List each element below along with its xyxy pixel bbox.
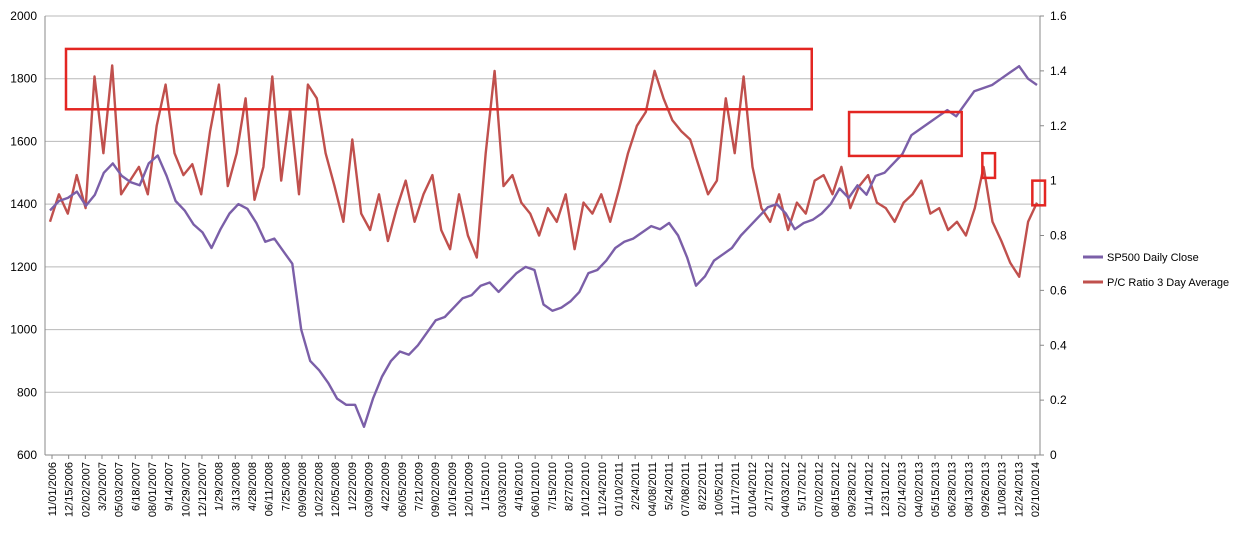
highlight-box: [1031, 179, 1047, 207]
x-tick-label: 2/17/2012: [763, 462, 775, 511]
x-tick-label: 12/01/2009: [464, 462, 476, 517]
left-tick-label: 1800: [10, 72, 37, 86]
x-tick-label: 02/14/2013: [897, 462, 909, 517]
x-tick-label: 10/05/2011: [713, 462, 725, 516]
highlight-box: [847, 110, 963, 158]
right-tick-label: 0.2: [1050, 393, 1067, 407]
x-tick-label: 06/11/2008: [264, 462, 276, 516]
right-tick-label: 1.2: [1050, 119, 1067, 133]
x-tick-label: 3/20/2007: [97, 462, 109, 511]
x-axis: 11/01/2006 12/15/2006 02/02/2007 3/20/2007 0…: [47, 455, 1042, 517]
x-tick-label: 8/22/2011: [697, 462, 709, 510]
x-tick-label: 1/29/2008: [214, 462, 226, 511]
x-tick-label: 12/31/2012: [880, 462, 892, 517]
x-tick-label: 4/22/2009: [380, 462, 392, 511]
left-tick-label: 1400: [10, 197, 37, 211]
x-tick-label: 08/15/2012: [830, 462, 842, 517]
right-tick-label: 0.6: [1050, 283, 1067, 297]
x-tick-label: 06/05/2009: [397, 462, 409, 517]
left-tick-label: 800: [17, 385, 37, 399]
highlight-box: [64, 47, 813, 111]
highlight-box: [981, 151, 997, 180]
x-tick-label: 5/17/2012: [797, 462, 809, 511]
x-tick-label: 08/13/2013: [963, 462, 975, 517]
left-tick-label: 1200: [10, 260, 37, 274]
x-tick-label: 4/28/2008: [247, 462, 259, 511]
legend-label: P/C Ratio 3 Day Average: [1107, 277, 1229, 289]
x-tick-label: 3/13/2008: [230, 462, 242, 511]
x-tick-label: 02/02/2007: [80, 462, 92, 517]
legend-label: SP500 Daily Close: [1107, 252, 1199, 264]
x-tick-label: 07/02/2012: [813, 462, 825, 517]
series-line-sp500: [49, 64, 1038, 428]
series-line-pc-ratio: [48, 64, 1039, 278]
x-tick-label: 10/16/2009: [447, 462, 459, 517]
left-tick-label: 2000: [10, 9, 37, 23]
x-tick-label: 01/04/2012: [747, 462, 759, 517]
x-tick-label: 11/01/2006: [47, 462, 59, 516]
x-tick-label: 04/08/2011: [647, 462, 659, 516]
x-tick-label: 09/09/2008: [297, 462, 309, 517]
x-tick-label: 02/10/2014: [1030, 462, 1042, 517]
x-tick-label: 09/28/2012: [847, 462, 859, 517]
x-tick-label: 03/09/2009: [364, 462, 376, 517]
x-tick-label: 04/03/2012: [780, 462, 792, 517]
x-tick-label: 9/14/2007: [164, 462, 176, 511]
x-tick-label: 07/08/2011: [680, 462, 692, 516]
x-tick-label: 7/15/2010: [547, 462, 559, 511]
right-tick-label: 0.8: [1050, 229, 1067, 243]
x-tick-label: 4/16/2010: [514, 462, 526, 511]
x-tick-label: 03/03/2010: [497, 462, 509, 517]
x-tick-label: 12/24/2013: [1013, 462, 1025, 517]
x-tick-label: 10/12/2010: [580, 462, 592, 517]
x-tick-label: 11/17/2011: [730, 462, 742, 515]
x-tick-label: 5/24/2011: [663, 462, 675, 510]
right-tick-label: 0.4: [1050, 338, 1067, 352]
x-tick-label: 12/05/2008: [330, 462, 342, 517]
right-tick-label: 1.6: [1050, 9, 1067, 23]
x-tick-label: 8/27/2010: [563, 462, 575, 511]
x-tick-label: 08/01/2007: [147, 462, 159, 517]
x-tick-label: 11/14/2012: [863, 462, 875, 516]
right-tick-label: 0: [1050, 448, 1057, 462]
left-tick-label: 600: [17, 448, 37, 462]
x-tick-label: 06/01/2010: [530, 462, 542, 517]
x-tick-label: 7/21/2009: [414, 462, 426, 511]
x-tick-label: 09/02/2009: [430, 462, 442, 517]
x-tick-label: 10/22/2008: [314, 462, 326, 517]
x-tick-label: 11/24/2010: [597, 462, 609, 516]
x-tick-label: 05/03/2007: [114, 462, 126, 517]
left-tick-label: 1600: [10, 134, 37, 148]
x-tick-label: 01/10/2011: [613, 462, 625, 516]
x-tick-label: 10/29/2007: [180, 462, 192, 517]
x-tick-label: 6/18/2007: [130, 462, 142, 511]
right-tick-label: 1: [1050, 174, 1057, 188]
x-tick-label: 12/12/2007: [197, 462, 209, 517]
x-tick-label: 06/28/2013: [947, 462, 959, 517]
series-layer: [48, 64, 1039, 428]
right-y-axis: 0 0.2 0.4 0.6 0.8 1 1.2 1.4 1.6: [1040, 9, 1067, 462]
x-tick-label: 09/26/2013: [980, 462, 992, 517]
x-tick-label: 05/15/2013: [930, 462, 942, 517]
left-y-axis: 600 800 1000 1200 1400 1600 1800 2000: [10, 9, 37, 462]
left-tick-label: 1000: [10, 323, 37, 337]
x-tick-label: 2/24/2011: [630, 462, 642, 510]
highlight-boxes: [64, 47, 1047, 207]
gridlines: [44, 15, 1041, 456]
x-tick-label: 11/08/2013: [997, 462, 1009, 516]
legend: SP500 Daily Close P/C Ratio 3 Day Average: [1083, 252, 1229, 289]
x-tick-label: 12/15/2006: [64, 462, 76, 517]
x-tick-label: 1/22/2009: [347, 462, 359, 511]
right-tick-label: 1.4: [1050, 64, 1067, 78]
x-tick-label: 1/15/2010: [480, 462, 492, 511]
x-tick-label: 04/02/2013: [913, 462, 925, 517]
x-tick-label: 7/25/2008: [280, 462, 292, 511]
